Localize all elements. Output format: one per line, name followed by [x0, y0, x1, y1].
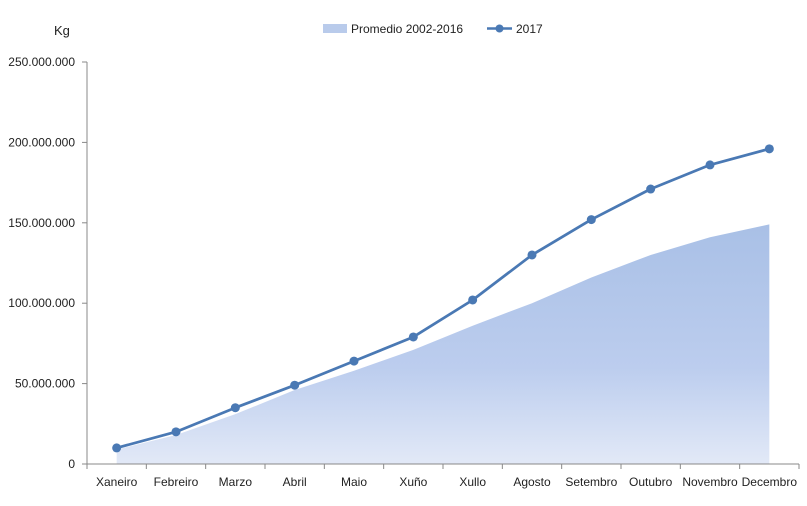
point-2017-agosto	[527, 250, 537, 260]
y-tick-label: 250.000.000	[8, 55, 75, 69]
x-tick-label-agosto: Agosto	[513, 475, 551, 489]
x-tick-label-setembro: Setembro	[565, 475, 617, 489]
x-tick-label-maio: Maio	[341, 475, 367, 489]
x-tick-label-marzo: Marzo	[219, 475, 253, 489]
y-unit-label: Kg	[54, 23, 70, 38]
x-tick-label-xullo: Xullo	[459, 475, 486, 489]
x-tick-labels: Xaneiro Febreiro Marzo Abril Maio Xuño Xullo Ag…	[96, 475, 797, 489]
legend-swatch-marker-2017	[495, 24, 504, 33]
point-2017-xaneiro	[112, 443, 122, 453]
point-2017-setembro	[586, 215, 596, 225]
point-2017-marzo	[230, 403, 240, 413]
point-2017-xullo	[468, 295, 478, 305]
point-2017-outubro	[646, 184, 656, 194]
y-tick-label: 150.000.000	[8, 216, 75, 230]
x-tick-label-novembro: Novembro	[682, 475, 738, 489]
y-tick-label: 200.000.000	[8, 135, 75, 149]
area-series	[116, 224, 770, 464]
x-tick-label-outubro: Outubro	[629, 475, 673, 489]
x-tick-label-decembro: Decembro	[742, 475, 798, 489]
y-tick-label: 50.000.000	[15, 377, 75, 391]
legend: Promedio 2002-2016 2017	[323, 22, 543, 36]
line-series	[112, 144, 774, 453]
x-tick-label-xuno: Xuño	[399, 475, 427, 489]
line-2017	[116, 147, 770, 450]
y-tick-label: 100.000.000	[8, 296, 75, 310]
point-2017-decembro	[764, 144, 774, 154]
point-2017-novembro	[705, 160, 715, 170]
x-tick-label-abril: Abril	[283, 475, 307, 489]
axes	[82, 61, 800, 469]
x-tick-label-xaneiro: Xaneiro	[96, 475, 138, 489]
legend-swatch-promedio	[323, 24, 347, 33]
y-tick-labels: 0 50.000.000 100.000.000 150.000.000 200.000…	[8, 55, 75, 471]
point-2017-abril	[290, 380, 300, 390]
point-2017-maio	[349, 356, 359, 366]
point-2017-xuno	[408, 332, 418, 342]
legend-label-2017: 2017	[516, 22, 543, 36]
area-promedio-2002-2016	[116, 224, 770, 464]
legend-label-promedio: Promedio 2002-2016	[351, 22, 463, 36]
x-tick-label-febreiro: Febreiro	[154, 475, 199, 489]
point-2017-febreiro	[171, 427, 181, 437]
y-tick-label: 0	[68, 457, 75, 471]
